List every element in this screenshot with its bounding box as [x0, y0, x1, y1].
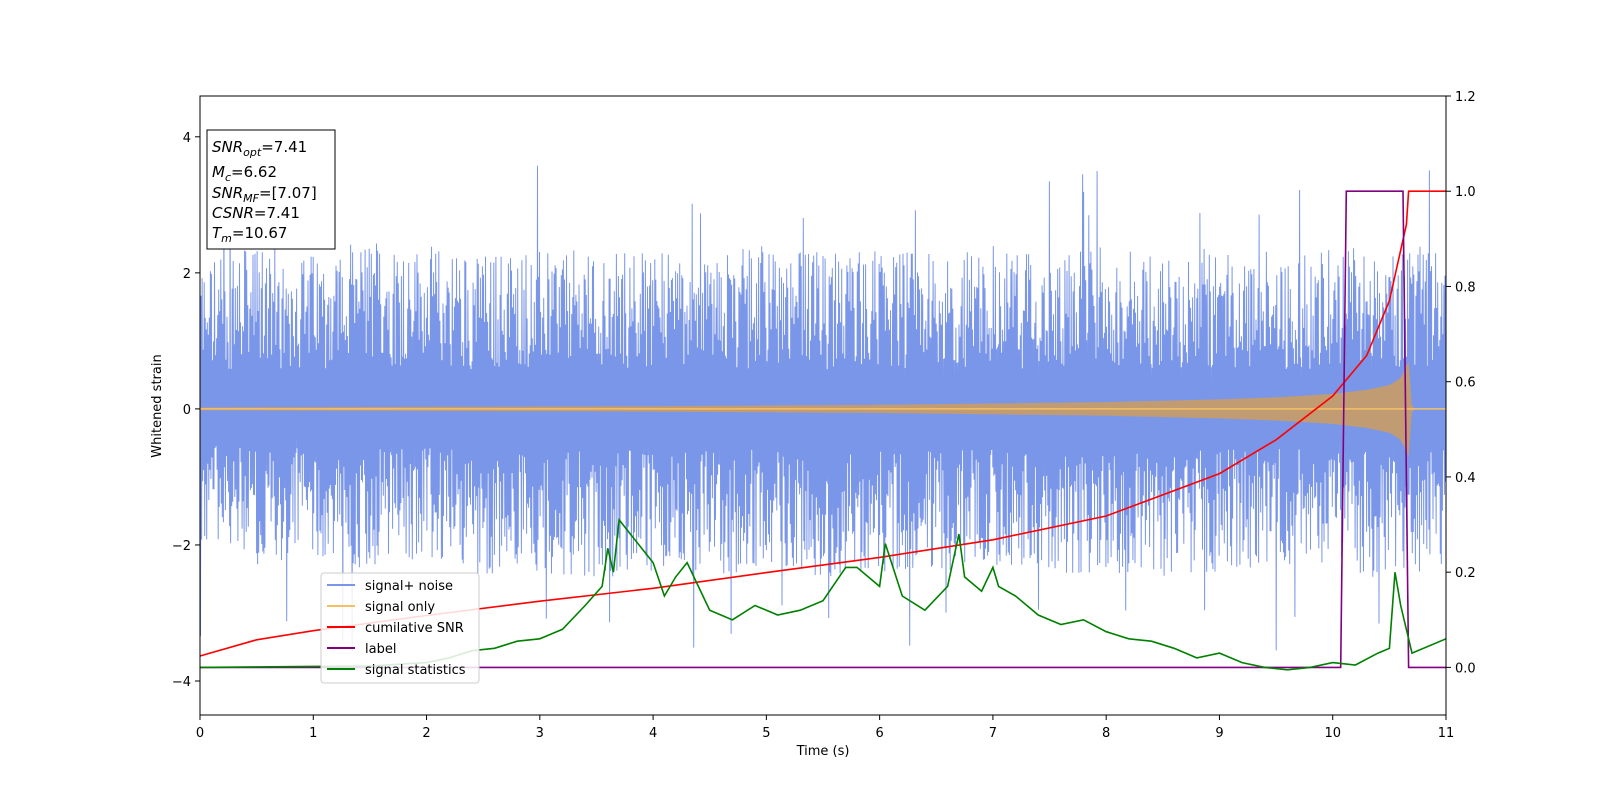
axis-ticks: 0 1 2 3 4 5 6 7 8 9 10 11 −4 −2 0 2 4 0.0 0.2 0.4 0.6 0.8 1.0 1… [172, 90, 1476, 741]
y2-tick-label: 0.2 [1455, 566, 1476, 581]
x-tick-label: 11 [1438, 726, 1455, 741]
series-label-line [200, 190, 1446, 669]
y2-tick-label: 0.8 [1455, 280, 1476, 295]
x-tick-label: 6 [875, 726, 883, 741]
legend-label-label: label [365, 642, 396, 657]
annotation-mc: Mc=6.62 [212, 163, 277, 184]
annotation-snr-mf: SNRMF=[7.07] [212, 184, 317, 205]
legend-label-signal-statistics: signal statistics [365, 663, 466, 678]
y-tick-label: −4 [172, 675, 191, 690]
annotation-box: SNRopt=7.41 Mc=6.62 SNRMF=[7.07] CSNR=7.… [206, 129, 336, 250]
x-tick-label: 10 [1324, 726, 1341, 741]
x-tick-label: 9 [1215, 726, 1223, 741]
y-axis-label: Whitened strain [150, 354, 165, 457]
y2-tick-label: 0.0 [1455, 661, 1476, 676]
y2-tick-label: 1.0 [1455, 185, 1476, 200]
annotation-tm: Tm=10.67 [212, 224, 287, 245]
x-tick-label: 8 [1102, 726, 1110, 741]
plot-frame [199, 95, 1447, 716]
x-tick-label: 5 [762, 726, 770, 741]
y-tick-label: 2 [183, 267, 191, 282]
x-tick-label: 3 [536, 726, 544, 741]
legend-label-cumulative-snr: cumilative SNR [365, 621, 464, 636]
annotation-snr-opt: SNRopt=7.41 [212, 138, 307, 159]
y-tick-label: 4 [183, 131, 191, 146]
legend-label-signal-noise: signal+ noise [365, 579, 453, 594]
y2-tick-label: 1.2 [1455, 90, 1476, 105]
series-signal-statistics-line [199, 517, 1447, 671]
x-tick-label: 0 [196, 726, 204, 741]
y-tick-label: 0 [183, 403, 191, 418]
legend-label-signal-only: signal only [365, 600, 435, 615]
x-tick-label: 4 [649, 726, 657, 741]
x-tick-label: 2 [422, 726, 430, 741]
x-tick-label: 7 [989, 726, 997, 741]
legend-frame [320, 572, 480, 684]
annotation-csnr: CSNR=7.41 [212, 204, 300, 222]
legend: signal+ noise signal only cumilative SNR… [320, 572, 480, 684]
y2-tick-label: 0.6 [1455, 376, 1476, 391]
y2-tick-label: 0.4 [1455, 471, 1476, 486]
series-signal-noise-line [199, 165, 1447, 652]
y-tick-label: −2 [172, 539, 191, 554]
x-axis-label: Time (s) [796, 744, 850, 759]
x-tick-label: 1 [309, 726, 317, 741]
